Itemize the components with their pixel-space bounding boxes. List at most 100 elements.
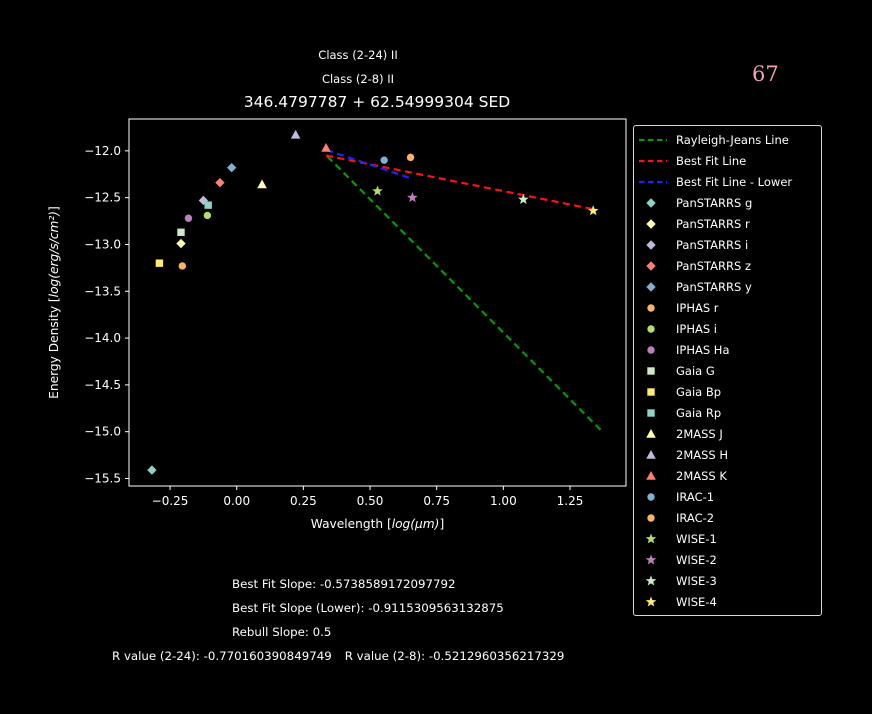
y-tick-label: −14.5 <box>84 378 121 392</box>
legend-label: 2MASS H <box>676 447 729 462</box>
legend-row-2mass-k: 2MASS K <box>638 465 821 486</box>
data-point-irac-1 <box>380 156 388 164</box>
legend-label: 2MASS K <box>676 468 727 483</box>
data-point-wise-4 <box>587 205 599 216</box>
legend-line-sample <box>639 138 667 141</box>
legend-row-best-fit-line: Best Fit Line <box>638 150 821 171</box>
class-2-24-label: Class (2-24) II <box>318 48 398 62</box>
legend-marker-star-icon <box>645 532 657 544</box>
plot-frame <box>128 118 627 487</box>
legend-label: WISE-2 <box>676 552 717 567</box>
data-point-gaia-bp <box>155 259 164 267</box>
legend-row-gaia-g: Gaia G <box>638 360 821 381</box>
legend-marker-glyph <box>647 345 655 354</box>
x-tick-label: 1.00 <box>490 494 517 508</box>
data-point-panstarrs-r <box>176 238 186 249</box>
legend-marker-glyph <box>646 470 656 480</box>
y-tick-label: −14.0 <box>84 331 121 345</box>
legend-row-gaia-rp: Gaia Rp <box>638 402 821 423</box>
x-tick-label: 1.25 <box>557 494 584 508</box>
legend-row-panstarrs-z: PanSTARRS z <box>638 255 821 276</box>
legend-label: WISE-3 <box>676 573 717 588</box>
legend-row-panstarrs-i: PanSTARRS i <box>638 234 821 255</box>
data-point-2mass-h <box>290 129 301 139</box>
data-point-2mass-k <box>321 143 331 152</box>
data-point-iphas-r <box>178 262 187 270</box>
legend-marker-circle-icon <box>647 345 655 354</box>
legend-row-gaia-bp: Gaia Bp <box>638 381 821 402</box>
legend-label: Best Fit Line <box>676 153 747 168</box>
legend-label: PanSTARRS y <box>676 279 752 294</box>
legend-marker-glyph <box>645 595 657 607</box>
legend-marker-circle-icon <box>647 513 655 522</box>
legend-marker-glyph <box>647 513 655 522</box>
legend-marker-circle-icon <box>647 492 655 501</box>
legend-marker-glyph <box>646 260 656 271</box>
best-fit-line <box>325 154 597 211</box>
legend-row-panstarrs-g: PanSTARRS g <box>638 192 821 213</box>
x-tick-label: −0.25 <box>152 494 189 508</box>
legend-marker-triangle-icon <box>646 470 656 480</box>
r-value-2-8-text: R value (2-8): -0.5212960356217329 <box>344 649 565 663</box>
class-2-8-label: Class (2-8) II <box>321 72 395 86</box>
r-value-row: R value (2-24): -0.770160390849749 R val… <box>112 649 564 663</box>
x-tick-label: 0.50 <box>357 494 384 508</box>
legend-row-wise-1: WISE-1 <box>638 528 821 549</box>
x-tick-label: 0.75 <box>423 494 450 508</box>
legend-marker-glyph <box>646 281 656 292</box>
legend-row-wise-4: WISE-4 <box>638 591 821 612</box>
x-tick-label: 0.25 <box>290 494 317 508</box>
best-fit-slope-lower-text: Best Fit Slope (Lower): -0.9115309563132… <box>232 601 504 615</box>
y-tick-label: −12.0 <box>84 144 121 158</box>
data-point-2mass-j <box>257 179 267 189</box>
legend-marker-square-icon <box>647 408 655 417</box>
legend-line-sample <box>639 180 667 183</box>
legend-row-irac-1: IRAC-1 <box>638 486 821 507</box>
legend-label: WISE-1 <box>676 531 717 546</box>
legend-row-rayleigh-jeans-line: Rayleigh-Jeans Line <box>638 129 821 150</box>
legend-label: PanSTARRS i <box>676 237 749 252</box>
y-tick-label: −13.5 <box>84 284 121 298</box>
legend-marker-glyph <box>647 387 655 396</box>
legend-marker-glyph <box>647 324 655 333</box>
legend-row-best-fit-line-lower: Best Fit Line - Lower <box>638 171 821 192</box>
rayleigh-jeans-line <box>326 155 605 434</box>
data-point-wise-1 <box>372 185 383 196</box>
legend-marker-square-icon <box>647 366 655 375</box>
legend-marker-star-icon <box>645 553 657 565</box>
legend-label: IPHAS r <box>676 300 719 315</box>
data-point-wise-3 <box>518 193 529 205</box>
legend-label: PanSTARRS g <box>676 195 753 210</box>
y-tick-label: −15.0 <box>84 425 121 439</box>
y-tick-label: −13.0 <box>84 237 121 251</box>
best-fit-slope-text: Best Fit Slope: -0.5738589172097792 <box>232 577 456 591</box>
legend-row-iphas-i: IPHAS i <box>638 318 821 339</box>
legend-marker-glyph <box>646 428 656 438</box>
legend-marker-glyph <box>647 366 655 375</box>
page-number: 67 <box>752 62 779 86</box>
legend-label: 2MASS J <box>676 426 723 441</box>
legend-marker-circle-icon <box>647 303 655 312</box>
data-point-panstarrs-g <box>147 465 157 475</box>
legend-label: IRAC-1 <box>676 489 715 504</box>
legend-marker-glyph <box>645 532 657 544</box>
legend-marker-square-icon <box>647 387 655 396</box>
data-point-wise-2 <box>407 192 418 203</box>
legend-row-iphas-ha: IPHAS Ha <box>638 339 821 360</box>
legend-box: Rayleigh-Jeans Line Best Fit Line Best Fit… <box>633 125 822 616</box>
legend-marker-star-icon <box>645 595 657 607</box>
legend-line-sample <box>639 159 667 162</box>
legend-marker-glyph <box>646 239 656 250</box>
legend-marker-circle-icon <box>647 324 655 333</box>
x-tick-label: 0.00 <box>223 494 250 508</box>
legend-label: IPHAS Ha <box>676 342 730 357</box>
legend-marker-glyph <box>647 492 655 501</box>
legend-marker-glyph <box>646 197 656 208</box>
data-point-iphas-ha <box>184 214 193 222</box>
legend-row-wise-3: WISE-3 <box>638 570 821 591</box>
legend-marker-diamond-icon <box>646 281 656 292</box>
legend-label: WISE-4 <box>676 594 717 609</box>
legend-row-wise-2: WISE-2 <box>638 549 821 570</box>
legend-marker-glyph <box>646 449 656 459</box>
legend-row-irac-2: IRAC-2 <box>638 507 821 528</box>
